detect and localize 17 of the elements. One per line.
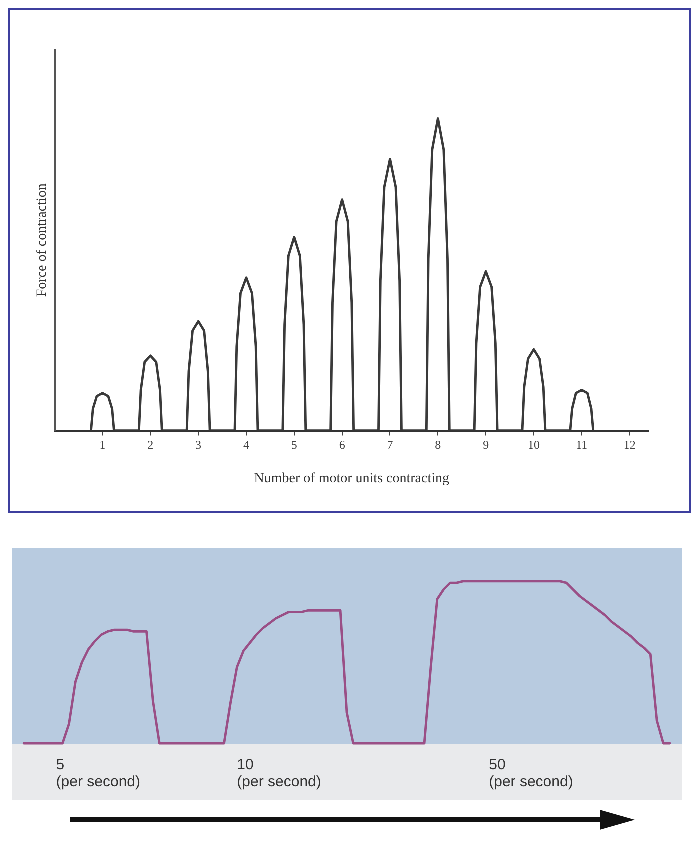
x-tick-label: 1 bbox=[100, 438, 106, 452]
text: 10 (per second) bbox=[237, 756, 322, 791]
x-tick-label: 4 bbox=[243, 438, 250, 452]
x-tick-label: 9 bbox=[483, 438, 490, 452]
text: 50 (per second) bbox=[489, 756, 574, 791]
x-tick-label: 10 bbox=[528, 438, 540, 452]
x-tick-label: 8 bbox=[435, 438, 442, 452]
x-tick-label: 12 bbox=[624, 438, 636, 452]
x-tick-label: 3 bbox=[196, 438, 202, 452]
text: 5 (per second) bbox=[56, 756, 141, 791]
x-tick-label: 2 bbox=[148, 438, 154, 452]
x-tick-label: 6 bbox=[339, 438, 346, 452]
x-tick-label: 5 bbox=[291, 438, 298, 452]
x-axis-title: Number of motor units contracting bbox=[254, 471, 450, 486]
x-tick-label: 11 bbox=[576, 438, 588, 452]
x-tick-label: 7 bbox=[387, 438, 394, 452]
y-axis-title: Force of contraction bbox=[35, 184, 50, 298]
